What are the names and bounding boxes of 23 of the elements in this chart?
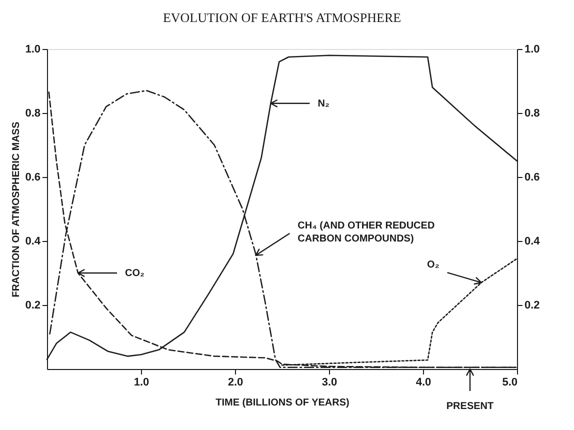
annotation: O₂ [427,260,440,271]
annotation: CH₄ (AND OTHER REDUCED CARBON COMPOUNDS) [298,220,435,244]
y-tick-label: 0.4 [25,236,42,248]
y2-tick-label: 0.4 [524,236,541,248]
y2-tick-label: 1.0 [524,44,540,56]
x-tick-label: 3.0 [322,376,338,388]
chart-title: EVOLUTION OF EARTH'S ATMOSPHERE [162,10,402,25]
y-tick-label: 0.8 [25,108,40,120]
annotation: CO₂ [125,268,144,279]
x-tick-label: 4.0 [416,376,432,388]
y2-tick-label: 0.6 [524,172,540,184]
y-tick-label: 0.2 [25,300,40,312]
y-tick-label: 0.6 [25,172,40,184]
x-tick-label: 2.0 [228,376,244,388]
y-axis-title: FRACTION OF ATMOSPHERIC MASS [11,121,22,298]
y2-tick-label: 0.8 [524,108,540,120]
annotation: N₂ [318,98,330,110]
x-axis-title: TIME (BILLIONS OF YEARS) [216,398,350,408]
y-tick-label: 1.0 [25,44,40,56]
x-tick-label: 1.0 [134,376,150,388]
x-tick-label: 5.0 [502,376,518,388]
y2-tick-label: 0.2 [524,300,540,312]
annotation: PRESENT [446,401,494,412]
